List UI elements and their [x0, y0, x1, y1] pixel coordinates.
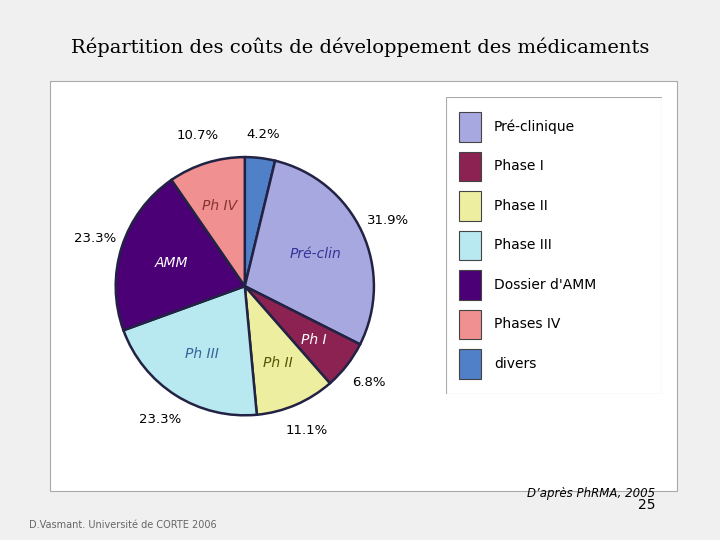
Bar	[459, 349, 481, 379]
Wedge shape	[123, 286, 257, 415]
Bar	[459, 152, 481, 181]
Text: divers: divers	[494, 357, 536, 371]
Text: 10.7%: 10.7%	[177, 129, 219, 143]
Text: Phases IV: Phases IV	[494, 318, 560, 332]
Text: Phase III: Phase III	[494, 238, 552, 252]
Text: 25: 25	[638, 498, 655, 512]
Text: 11.1%: 11.1%	[286, 424, 328, 437]
Bar	[459, 231, 481, 260]
Text: AMM: AMM	[154, 255, 188, 269]
Text: Pré-clin: Pré-clin	[289, 247, 341, 261]
Text: D.Vasmant. Université de CORTE 2006: D.Vasmant. Université de CORTE 2006	[29, 520, 217, 530]
Text: Ph IV: Ph IV	[202, 199, 238, 213]
Text: 6.8%: 6.8%	[353, 376, 386, 389]
Text: D’après PhRMA, 2005: D’après PhRMA, 2005	[527, 487, 655, 500]
Bar	[459, 112, 481, 141]
Wedge shape	[245, 161, 374, 345]
Text: Phase I: Phase I	[494, 159, 544, 173]
Wedge shape	[245, 286, 330, 415]
Bar	[459, 309, 481, 339]
Text: 23.3%: 23.3%	[140, 413, 181, 426]
Wedge shape	[171, 157, 245, 286]
Wedge shape	[245, 157, 275, 286]
Wedge shape	[116, 180, 245, 330]
Text: 4.2%: 4.2%	[246, 129, 279, 141]
Text: Ph III: Ph III	[185, 347, 219, 361]
Text: Dossier d'AMM: Dossier d'AMM	[494, 278, 596, 292]
Text: Phase II: Phase II	[494, 199, 548, 213]
Text: Pré-clinique: Pré-clinique	[494, 120, 575, 134]
Text: 23.3%: 23.3%	[73, 232, 116, 245]
Text: Répartition des coûts de développement des médicaments: Répartition des coûts de développement d…	[71, 38, 649, 57]
Bar	[459, 191, 481, 221]
Text: Ph II: Ph II	[263, 356, 293, 370]
Text: Ph I: Ph I	[302, 333, 327, 347]
Wedge shape	[245, 286, 360, 383]
Text: 31.9%: 31.9%	[366, 214, 409, 227]
Bar	[459, 270, 481, 300]
